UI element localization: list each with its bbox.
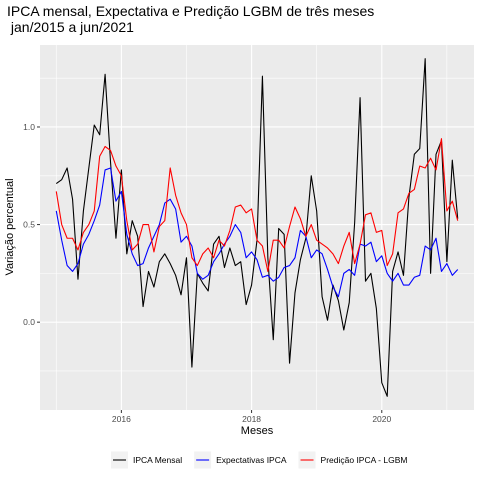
y-axis: 0.0 0.5 1.0 (23, 122, 40, 327)
series-line-2 (55, 138, 459, 272)
x-tick-label: 2020 (372, 414, 391, 424)
y-tick-label: 1.0 (23, 122, 35, 132)
series-line-1 (55, 167, 459, 298)
legend-label: IPCA Mensal (133, 455, 182, 465)
legend-item-0: IPCA Mensal (111, 451, 182, 469)
x-axis: 2016 2018 2020 (112, 410, 391, 424)
legend-label: Predição IPCA - LGBM (321, 455, 408, 465)
legend-item-2: Predição IPCA - LGBM (298, 451, 408, 469)
x-tick-label: 2016 (112, 414, 131, 424)
chart-title: IPCA mensal, Expectativa e Predição LGBM… (7, 3, 374, 19)
y-tick-label: 0.0 (23, 317, 35, 327)
legend: IPCA Mensal Expectativas IPCA Predição IPC… (111, 451, 408, 469)
legend-label: Expectativas IPCA (216, 455, 287, 465)
y-axis-title: Variação percentual (4, 178, 16, 275)
legend-item-1: Expectativas IPCA (194, 451, 287, 469)
series-layer (55, 58, 459, 397)
x-axis-title: Meses (241, 425, 274, 437)
chart-subtitle: jan/2015 a jun/2021 (7, 19, 134, 35)
y-tick-label: 0.5 (23, 220, 35, 230)
x-tick-label: 2018 (242, 414, 261, 424)
